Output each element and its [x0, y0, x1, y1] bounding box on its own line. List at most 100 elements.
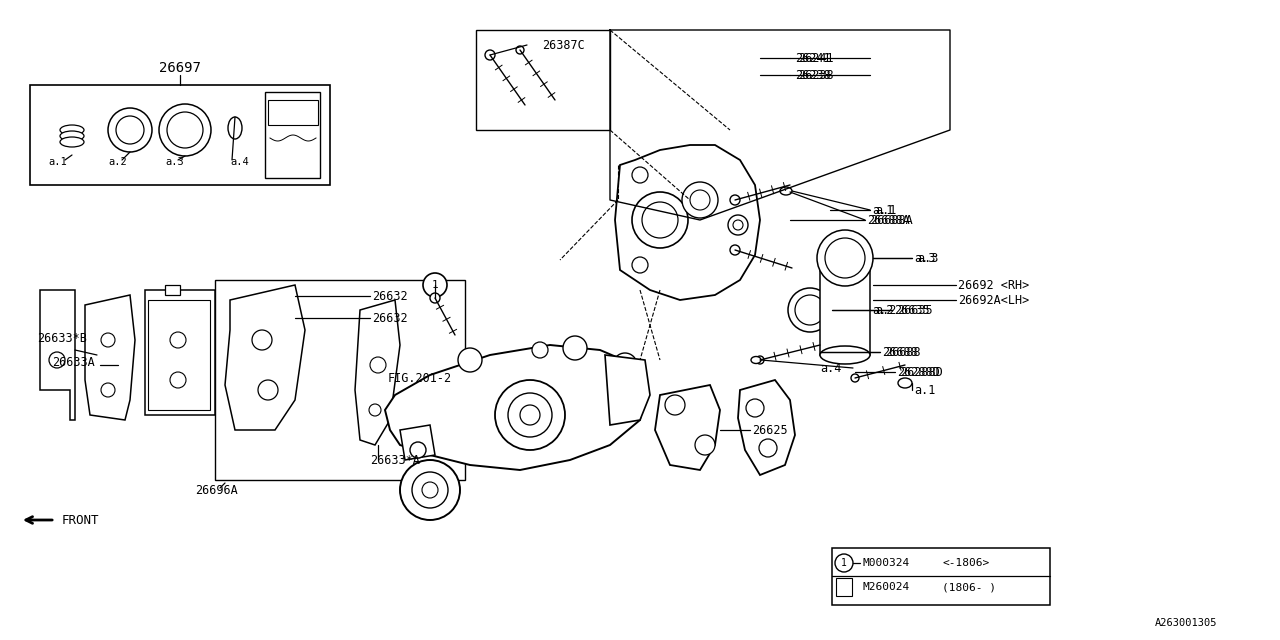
Ellipse shape — [820, 256, 870, 274]
Circle shape — [532, 342, 548, 358]
Circle shape — [116, 116, 145, 144]
Circle shape — [733, 220, 742, 230]
Text: FRONT: FRONT — [61, 513, 100, 527]
Text: M260024: M260024 — [861, 582, 909, 592]
Polygon shape — [145, 290, 215, 415]
Ellipse shape — [60, 137, 84, 147]
Polygon shape — [614, 145, 760, 300]
Circle shape — [458, 348, 483, 372]
Text: 26387C: 26387C — [541, 38, 585, 51]
Circle shape — [401, 460, 460, 520]
Text: <-1806>: <-1806> — [942, 558, 989, 568]
Circle shape — [495, 380, 564, 450]
Text: a.2: a.2 — [109, 157, 128, 167]
Text: a.3: a.3 — [914, 252, 936, 264]
Ellipse shape — [780, 187, 792, 195]
Text: 26688A: 26688A — [867, 214, 910, 227]
Text: 26288D: 26288D — [900, 365, 943, 378]
Text: 26696A: 26696A — [195, 483, 238, 497]
Circle shape — [613, 353, 637, 377]
Text: a.4: a.4 — [230, 157, 248, 167]
Circle shape — [695, 435, 716, 455]
Circle shape — [430, 293, 440, 303]
Text: 26625: 26625 — [753, 424, 787, 436]
Circle shape — [520, 405, 540, 425]
Text: 26688: 26688 — [884, 346, 920, 358]
Circle shape — [170, 372, 186, 388]
Ellipse shape — [751, 356, 762, 364]
Circle shape — [49, 352, 65, 368]
Polygon shape — [40, 290, 76, 420]
Text: a.2: a.2 — [872, 303, 893, 317]
Circle shape — [788, 288, 832, 332]
Circle shape — [851, 374, 859, 382]
Circle shape — [826, 238, 865, 278]
Bar — [265, 92, 320, 178]
Circle shape — [508, 393, 552, 437]
Circle shape — [259, 380, 278, 400]
Text: 26632: 26632 — [372, 289, 407, 303]
Circle shape — [728, 215, 748, 235]
Polygon shape — [401, 425, 435, 460]
Circle shape — [252, 330, 273, 350]
Circle shape — [730, 245, 740, 255]
Text: a.3: a.3 — [916, 252, 938, 264]
Bar — [29, 85, 330, 185]
Circle shape — [563, 336, 588, 360]
Circle shape — [632, 257, 648, 273]
Circle shape — [370, 357, 387, 373]
Circle shape — [817, 230, 873, 286]
Ellipse shape — [228, 117, 242, 139]
Circle shape — [666, 395, 685, 415]
Text: a.3: a.3 — [165, 157, 184, 167]
Bar — [476, 30, 611, 130]
Circle shape — [746, 399, 764, 417]
Text: 26692A<LH>: 26692A<LH> — [957, 294, 1029, 307]
Text: 26241: 26241 — [795, 51, 831, 65]
Circle shape — [485, 50, 495, 60]
Circle shape — [108, 108, 152, 152]
Text: 26688A: 26688A — [870, 214, 913, 227]
Ellipse shape — [899, 378, 913, 388]
Circle shape — [795, 295, 826, 325]
Circle shape — [632, 192, 689, 248]
Circle shape — [756, 356, 764, 364]
Text: A263001305: A263001305 — [1155, 618, 1217, 628]
Polygon shape — [84, 295, 134, 420]
Circle shape — [835, 554, 852, 572]
Text: (1806- ): (1806- ) — [942, 582, 996, 592]
Text: 26633*B: 26633*B — [37, 332, 87, 344]
Circle shape — [159, 104, 211, 156]
Text: 26241: 26241 — [797, 51, 833, 65]
Text: M000324: M000324 — [861, 558, 909, 568]
Text: 26635: 26635 — [897, 303, 933, 317]
Circle shape — [632, 167, 648, 183]
Polygon shape — [605, 355, 650, 425]
Bar — [820, 265, 870, 355]
Circle shape — [516, 46, 524, 54]
Polygon shape — [165, 285, 180, 295]
Text: 26692 <RH>: 26692 <RH> — [957, 278, 1029, 291]
Text: 26633A: 26633A — [52, 355, 95, 369]
Circle shape — [170, 332, 186, 348]
Text: 1: 1 — [431, 280, 438, 290]
Text: 26238: 26238 — [795, 68, 831, 81]
Text: 26697: 26697 — [159, 61, 201, 75]
Ellipse shape — [60, 131, 84, 141]
Text: 26632: 26632 — [372, 312, 407, 324]
Circle shape — [101, 383, 115, 397]
Circle shape — [166, 112, 204, 148]
Text: a.1: a.1 — [876, 204, 896, 216]
Bar — [832, 548, 1050, 605]
Circle shape — [759, 439, 777, 457]
Polygon shape — [355, 300, 401, 445]
Text: 26635: 26635 — [893, 303, 929, 317]
Polygon shape — [739, 380, 795, 475]
Circle shape — [643, 202, 678, 238]
Text: a.4: a.4 — [820, 362, 841, 374]
Bar — [215, 280, 465, 480]
Circle shape — [730, 195, 740, 205]
Text: 26633*A: 26633*A — [370, 454, 420, 467]
Text: a.1: a.1 — [914, 383, 936, 397]
Text: 26288D: 26288D — [897, 365, 940, 378]
